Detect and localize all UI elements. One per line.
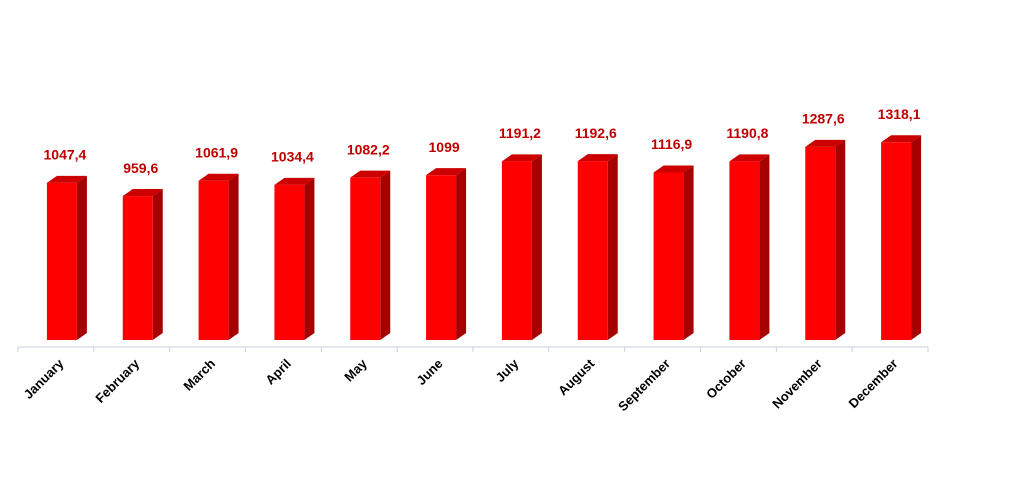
bar	[350, 170, 391, 340]
bar-side	[152, 189, 163, 340]
x-tick-label: June	[414, 356, 446, 388]
value-label: 1287,6	[802, 111, 845, 127]
value-label: 1191,2	[499, 125, 541, 141]
x-tick-label: September	[615, 356, 673, 414]
x-tick-label: August	[555, 355, 598, 398]
bar	[274, 177, 315, 340]
bar-front	[577, 161, 608, 340]
x-tick-label: July	[492, 355, 522, 385]
bar-top	[274, 177, 315, 185]
x-tick-label: November	[769, 356, 825, 412]
bar-side	[759, 154, 770, 340]
x-tick-label: February	[92, 355, 142, 405]
bar	[577, 154, 618, 340]
bar	[729, 154, 770, 340]
value-label: 1034,4	[271, 149, 314, 165]
bar	[501, 154, 542, 340]
bar-top	[350, 170, 391, 178]
bar-top	[46, 175, 87, 183]
bar-top	[122, 189, 163, 197]
value-label: 1082,2	[347, 141, 390, 157]
x-tick-label: December	[846, 356, 901, 411]
bar-top	[501, 154, 542, 162]
bar	[426, 168, 467, 340]
bar	[653, 165, 694, 340]
bar	[122, 189, 163, 340]
bar-top	[198, 173, 239, 181]
value-label: 1192,6	[575, 125, 617, 141]
bar-top	[729, 154, 770, 162]
bar-front	[501, 161, 532, 340]
x-tick-label: May	[341, 355, 370, 384]
bar-front	[881, 142, 912, 340]
value-label: 1047,4	[44, 147, 87, 163]
bar-top	[653, 165, 694, 173]
bar-front	[426, 175, 457, 340]
bar-front	[198, 180, 229, 340]
bar-side	[228, 173, 239, 340]
bar-front	[274, 184, 305, 340]
value-label: 1116,9	[651, 136, 692, 152]
x-tick-label: October	[703, 356, 749, 402]
bar-side	[380, 170, 391, 340]
bar-top	[805, 139, 846, 147]
bar-top	[426, 168, 467, 176]
bar-side	[607, 154, 618, 340]
bar	[881, 135, 922, 340]
bar-top	[881, 135, 922, 143]
bar-side	[911, 135, 922, 340]
bar-side	[683, 165, 694, 340]
value-label: 1318,1	[878, 106, 921, 122]
bar-side	[76, 175, 87, 340]
bar-front	[805, 146, 836, 340]
value-label: 1061,9	[195, 144, 238, 160]
bar-front	[653, 172, 684, 340]
x-tick-label: January	[21, 355, 67, 401]
bar-front	[729, 161, 760, 340]
bar-side	[456, 168, 467, 340]
value-label: 1099	[429, 139, 460, 155]
bar-front	[350, 177, 381, 340]
bar	[198, 173, 239, 340]
bar-top	[577, 154, 618, 162]
bar-side	[531, 154, 542, 340]
value-label: 1190,8	[726, 125, 768, 141]
x-tick-label: March	[180, 356, 218, 394]
value-label: 959,6	[123, 160, 158, 176]
bar-side	[835, 139, 846, 340]
bar	[805, 139, 846, 340]
bar-front	[122, 196, 153, 340]
x-tick-label: April	[262, 356, 294, 388]
bar-front	[46, 182, 77, 340]
bar-side	[304, 177, 315, 340]
bar	[46, 175, 87, 340]
